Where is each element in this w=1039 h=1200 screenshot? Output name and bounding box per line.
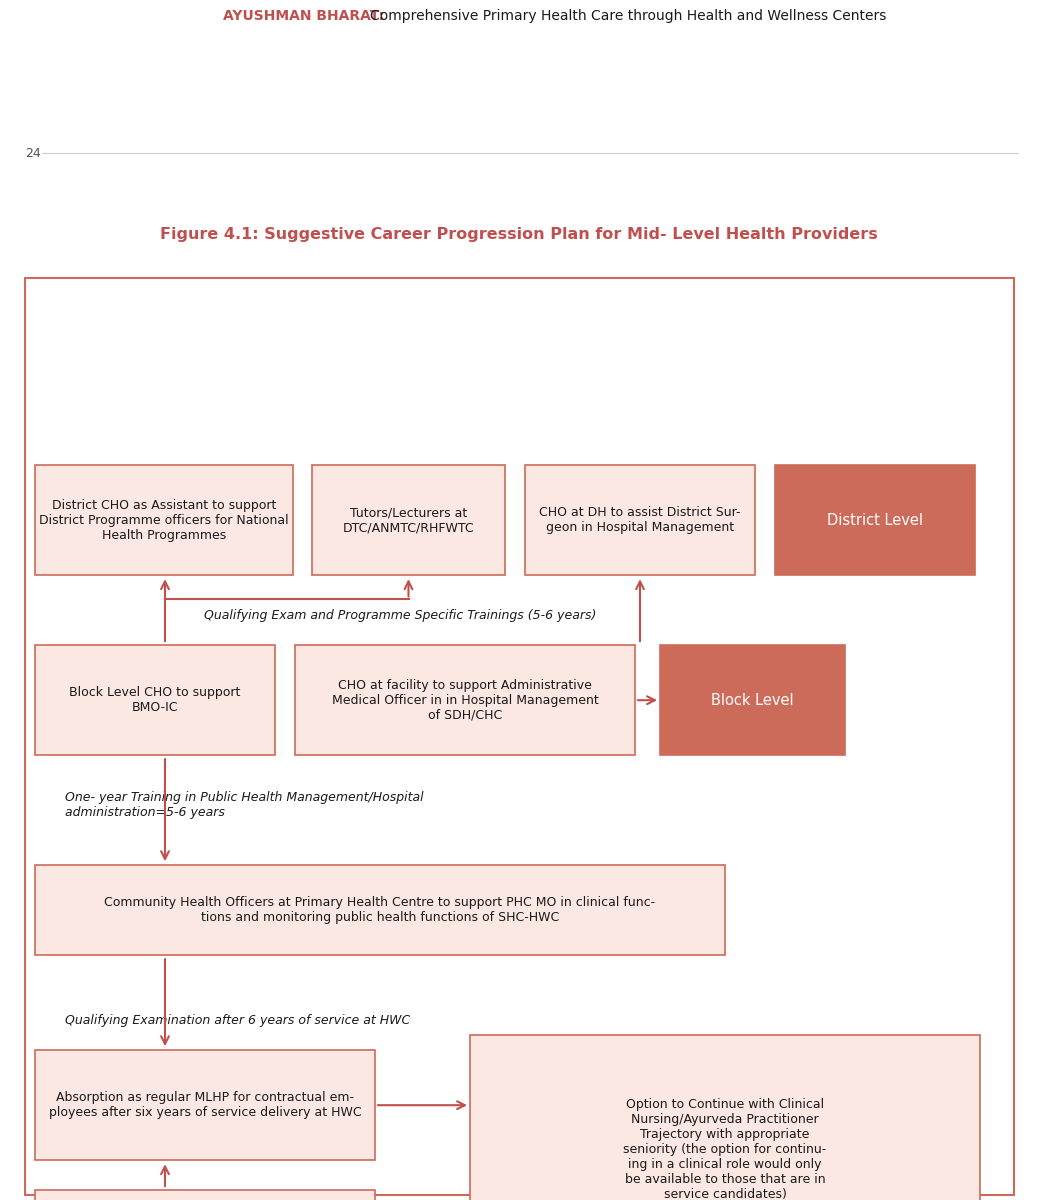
Text: AYUSHMAN BHARAT:: AYUSHMAN BHARAT: — [223, 8, 384, 23]
FancyBboxPatch shape — [25, 278, 1014, 1194]
FancyBboxPatch shape — [525, 466, 755, 575]
Text: District Level: District Level — [827, 512, 923, 528]
FancyBboxPatch shape — [660, 646, 845, 755]
Text: CHO at DH to assist District Sur-
geon in Hospital Management: CHO at DH to assist District Sur- geon i… — [539, 506, 741, 534]
Text: 24: 24 — [25, 146, 41, 160]
Text: Tutors/Lecturers at
DTC/ANMTC/RHFWTC: Tutors/Lecturers at DTC/ANMTC/RHFWTC — [343, 506, 475, 534]
Text: Absorption as regular MLHP for contractual em-
ployees after six years of servic: Absorption as regular MLHP for contractu… — [49, 1091, 362, 1120]
FancyBboxPatch shape — [470, 1036, 980, 1200]
Text: One- year Training in Public Health Management/Hospital
administration=5-6 years: One- year Training in Public Health Mana… — [65, 791, 424, 820]
FancyBboxPatch shape — [35, 646, 275, 755]
Text: Comprehensive Primary Health Care through Health and Wellness Centers: Comprehensive Primary Health Care throug… — [370, 8, 886, 23]
Text: District CHO as Assistant to support
District Programme officers for National
He: District CHO as Assistant to support Dis… — [39, 499, 289, 541]
FancyBboxPatch shape — [35, 466, 293, 575]
Text: Community Health Officers at Primary Health Centre to support PHC MO in clinical: Community Health Officers at Primary Hea… — [105, 896, 656, 924]
FancyBboxPatch shape — [35, 1050, 375, 1160]
FancyBboxPatch shape — [35, 1190, 375, 1200]
Text: Qualifying Exam and Programme Specific Trainings (5-6 years): Qualifying Exam and Programme Specific T… — [204, 608, 596, 622]
Text: Qualifying Examination after 6 years of service at HWC: Qualifying Examination after 6 years of … — [65, 1014, 410, 1027]
Text: Figure 4.1: Suggestive Career Progression Plan for Mid- Level Health Providers: Figure 4.1: Suggestive Career Progressio… — [160, 227, 878, 242]
Text: Block Level: Block Level — [711, 692, 794, 708]
Text: Option to Continue with Clinical
Nursing/Ayurveda Practitioner
Trajectory with a: Option to Continue with Clinical Nursing… — [623, 1098, 827, 1200]
Text: CHO at facility to support Administrative
Medical Officer in in Hospital Managem: CHO at facility to support Administrativ… — [331, 679, 598, 721]
FancyBboxPatch shape — [295, 646, 635, 755]
Text: Block Level CHO to support
BMO-IC: Block Level CHO to support BMO-IC — [70, 686, 241, 714]
FancyBboxPatch shape — [775, 466, 975, 575]
FancyBboxPatch shape — [312, 466, 505, 575]
FancyBboxPatch shape — [35, 865, 725, 955]
